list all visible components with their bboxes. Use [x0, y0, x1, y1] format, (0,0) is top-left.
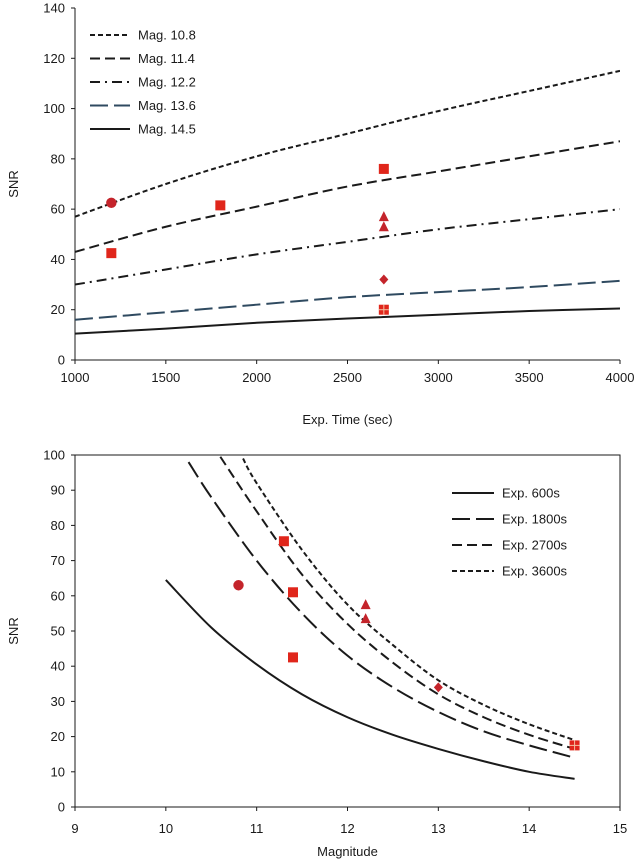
chart2-ytick-label-7: 70 [51, 553, 65, 568]
chart1-y-axis-label: SNR [6, 170, 21, 197]
chart1-xtick-label-5: 3500 [515, 370, 544, 385]
chart2-marker-4-triangle [360, 599, 371, 610]
chart1-ytick-label-7: 140 [43, 1, 65, 16]
chart2-xtick-label-6: 15 [613, 821, 627, 836]
chart2-series-line-3 [242, 458, 575, 742]
chart2-ytick-label-4: 40 [51, 659, 65, 674]
chart1-legend-label-2: Mag. 12.2 [138, 75, 196, 90]
chart1-marker-5-triangle [378, 221, 389, 232]
chart2-marker-1-square [278, 536, 289, 547]
chart2-xtick-label-0: 9 [71, 821, 78, 836]
chart2-ytick-label-0: 0 [58, 800, 65, 815]
chart1-series-line-3 [75, 279, 620, 321]
chart2-ytick-label-5: 50 [51, 624, 65, 639]
chart1-series-line-4 [75, 307, 620, 335]
chart1-series-line-1 [75, 140, 620, 253]
chart2-marker-2-square [288, 587, 298, 598]
chart1-legend-label-3: Mag. 13.6 [138, 98, 196, 113]
chart1-ytick-label-1: 20 [51, 302, 65, 317]
chart2-ytick-label-6: 60 [51, 588, 65, 603]
chart1-legend-label-1: Mag. 11.4 [138, 51, 195, 66]
chart1-xtick-label-6: 4000 [606, 370, 635, 385]
chart2-series-line-0 [165, 579, 575, 780]
chart2-series-line-1 [187, 461, 575, 759]
chart1-ytick-label-2: 40 [51, 252, 65, 267]
chart1-ytick-label-4: 80 [51, 151, 65, 166]
chart2-ytick-label-8: 80 [51, 518, 65, 533]
chart2-legend-label-1: Exp. 1800s [502, 512, 568, 527]
chart1-marker-6-diamond [379, 274, 389, 285]
chart2-ytick-label-1: 10 [51, 764, 65, 779]
chart1-series-line-2 [75, 208, 620, 286]
chart1-x-axis-label: Exp. Time (sec) [302, 412, 392, 427]
chart1-marker-2-square [215, 200, 226, 211]
chart2-marker-5-triangle [360, 613, 371, 624]
chart2-legend-label-2: Exp. 2700s [502, 538, 568, 553]
chart2-ytick-label-10: 100 [43, 448, 65, 463]
chart1-ytick-label-3: 60 [51, 202, 65, 217]
chart2-ytick-label-3: 30 [51, 694, 65, 709]
chart1-ytick-label-5: 100 [43, 101, 65, 116]
chart2-xtick-label-5: 14 [522, 821, 536, 836]
chart1-marker-1-square [106, 248, 117, 259]
chart1-marker-3-square [378, 163, 389, 174]
chart1-xtick-label-2: 2000 [242, 370, 271, 385]
chart2-marker-0-circle [233, 580, 244, 591]
chart2-legend-label-0: Exp. 600s [502, 486, 560, 501]
chart1-marker-0-circle [106, 197, 117, 209]
chart2-xtick-label-4: 13 [431, 821, 445, 836]
chart2-x-axis-label: Magnitude [317, 844, 378, 859]
chart1-ytick-label-0: 0 [58, 353, 65, 368]
chart1-xtick-label-1: 1500 [151, 370, 180, 385]
chart2-xtick-label-3: 12 [340, 821, 354, 836]
chart1-legend-label-4: Mag. 14.5 [138, 122, 196, 137]
chart2-xtick-label-1: 10 [159, 821, 173, 836]
chart1-xtick-label-3: 2500 [333, 370, 362, 385]
chart2-xtick-label-2: 11 [250, 821, 264, 836]
chart2-ytick-label-9: 90 [51, 483, 65, 498]
chart1-xtick-label-4: 3000 [424, 370, 453, 385]
chart1-series-line-0 [75, 69, 620, 218]
chart1-ytick-label-6: 120 [43, 51, 65, 66]
chart2-marker-6-diamond [433, 682, 443, 693]
chart1-xtick-label-0: 1000 [61, 370, 90, 385]
chart1-legend-label-0: Mag. 10.8 [138, 28, 196, 43]
chart2-series-line-2 [219, 456, 575, 750]
chart1-marker-4-triangle [378, 211, 389, 222]
chart2-marker-3-square [288, 652, 298, 663]
chart2-ytick-label-2: 20 [51, 729, 65, 744]
chart2-y-axis-label: SNR [6, 617, 21, 644]
chart2-legend-label-3: Exp. 3600s [502, 564, 568, 579]
